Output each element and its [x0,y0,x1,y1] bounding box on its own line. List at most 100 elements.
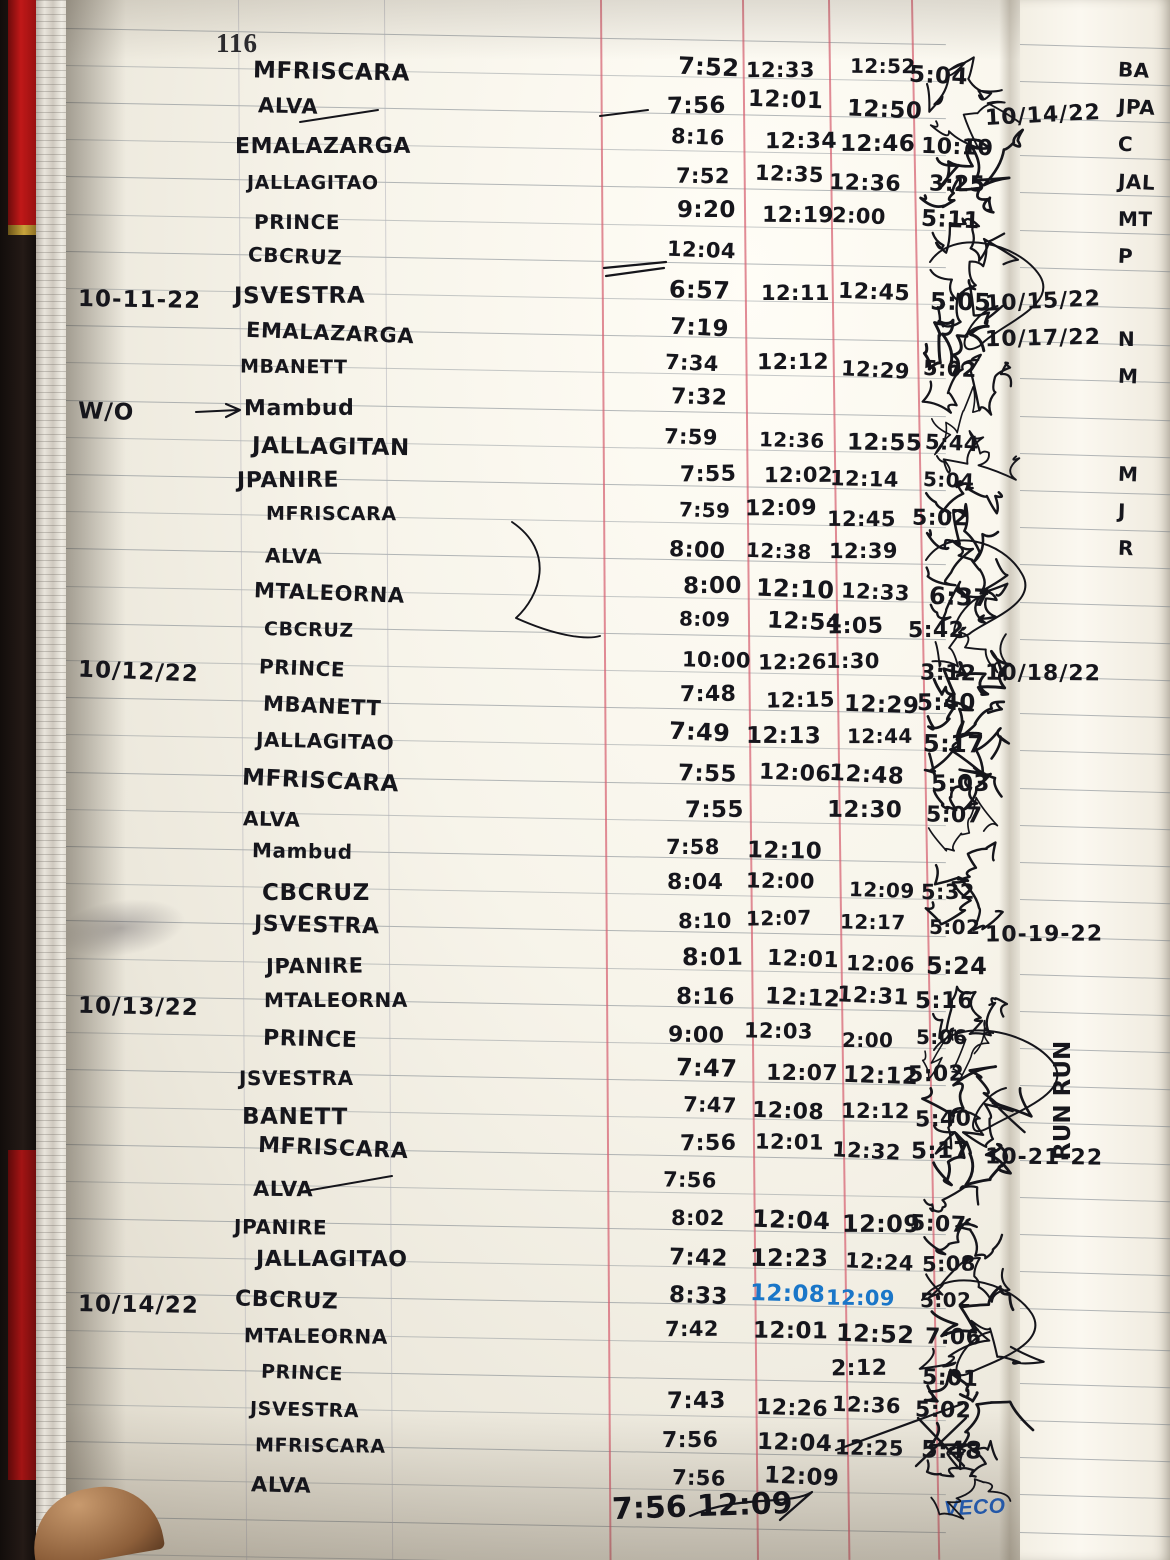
row-time-4: 5:02 [911,505,969,532]
row-name: JSVESTRA [238,1066,354,1091]
row-time-2: 12:13 [746,722,822,749]
right-margin-date: 10/17/22 [984,325,1102,353]
row-time-3: 12:46 [839,131,916,158]
row-time-3: 12:33 [840,578,911,606]
right-margin-date: 10/14/22 [984,100,1102,132]
row-name: JSVESTRA [233,282,366,310]
row-time-2: 12:12 [764,983,842,1014]
row-name: CBCRUZ [262,880,370,907]
row-time-2: 12:00 [746,868,816,894]
row-time-2: 12:36 [758,427,825,454]
row-time-3: 12:31 [836,982,910,1012]
row-name: Mambud [243,395,355,422]
row-name: JPANIRE [265,953,364,979]
row-time-2: 12:01 [766,945,840,974]
row-time-1: 7:34 [664,350,720,377]
row-time-1: 8:33 [668,1282,729,1311]
row-time-4: 5:17 [922,729,985,759]
row-time-3: 12:17 [839,909,906,935]
row-time-1: 10:00 [681,647,751,673]
row-time-1: 7:55 [684,796,744,823]
row-time-4: 5:40 [915,1106,972,1133]
row-time-3: 1:30 [826,649,881,674]
row-time-2: 12:06 [758,759,832,788]
row-time-3: 12:52 [835,1318,915,1350]
row-time-1: 7:58 [665,834,720,859]
row-name: PRINCE [258,654,346,683]
row-time-1: 7:47 [676,1053,739,1083]
row-time-4: 5:24 [925,951,988,981]
row-time-3: 2:00 [842,1028,894,1053]
row-time-3: 12:12 [840,1098,910,1124]
row-time-3: 12:48 [827,759,905,790]
row-time-2: 12:26 [757,649,827,675]
right-margin-date: 10-21-22 [984,1144,1104,1171]
row-time-2: 12:23 [749,1244,829,1273]
right-margin-date: 10/15/22 [984,286,1102,317]
row-time-1: 8:16 [675,983,735,1011]
row-name: MTALEORNA [244,1323,389,1350]
row-time-3: 12:39 [828,538,898,564]
row-time-4: 5:07 [909,1210,967,1238]
facing-page-name: C [1117,132,1134,157]
row-time-4: 5:02 [920,1287,972,1313]
row-time-3: 12:45 [827,507,897,532]
row-time-3: 12:36 [831,1391,902,1418]
strike-through [299,1175,393,1193]
row-time-3: 12:50 [846,95,923,126]
row-time-1: 7:56 [662,1167,717,1193]
row-time-3: 12:09 [848,876,915,903]
row-time-1: 8:01 [681,942,744,971]
facing-page-name: P [1117,243,1134,269]
row-name: BANETT [242,1104,349,1131]
row-time-4: 5:05 [929,287,992,317]
row-time-1: 8:00 [668,537,726,565]
row-time-2: 12:33 [745,57,815,82]
row-time-1: 8:09 [678,606,731,632]
row-name: JPANIRE [234,1214,328,1240]
row-name: MFRISCARA [265,503,397,526]
row-time-3: 12:09 [841,1210,921,1239]
row-time-4: 5:02 [922,355,978,382]
left-margin-date: 10/13/22 [77,993,200,1022]
row-time-1: 7:56 [662,1428,719,1454]
page-number: 116 [216,28,258,59]
row-name: MTALEORNA [263,987,408,1013]
row-name: MBANETT [262,691,382,721]
row-time-2: 12:12 [757,349,830,376]
facing-page-name: BA [1117,57,1151,83]
row-name: MFRISCARA [241,764,400,798]
row-time-1: 7:19 [669,313,730,343]
row-time-2: 12:19 [762,202,835,228]
row-time-2: 12:38 [745,538,813,565]
row-name: MTALEORNA [254,578,406,608]
row-time-2: 12:01 [747,86,824,115]
left-margin-date: 10/12/22 [77,656,200,688]
row-name: JALLAGITAN [251,433,410,462]
row-name: CBCRUZ [234,1285,339,1315]
row-time-4: 5:02 [915,1397,972,1424]
row-time-2: 12:11 [761,281,831,306]
row-time-1: 8:00 [682,573,742,600]
row-time-1: 7:59 [663,424,718,450]
crossed-entry [602,260,668,278]
page-shadow-top [66,0,1170,60]
row-time-4: 5:44 [924,430,980,457]
row-name: JALLAGITAO [246,171,379,195]
row-time-4: 5:17 [910,1137,970,1165]
row-time-3: 2:00 [831,203,887,230]
row-name: JSVESTRA [254,911,381,940]
right-margin-note-run-run: RUN RUN [1050,1040,1076,1160]
page-block-edge [36,0,70,1560]
row-time-2: 12:26 [755,1394,828,1422]
facing-page-name: N [1117,327,1136,352]
row-time-4: 5:16 [914,988,974,1015]
row-time-4: 3:25 [929,171,986,198]
row-time-1: 7:56 [671,1465,726,1491]
row-time-2: 12:08 [749,1279,826,1308]
row-time-4: 5:42 [908,617,965,643]
row-name: JALLAGITAO [255,1246,408,1273]
row-time-2: 12:09 [745,495,818,522]
